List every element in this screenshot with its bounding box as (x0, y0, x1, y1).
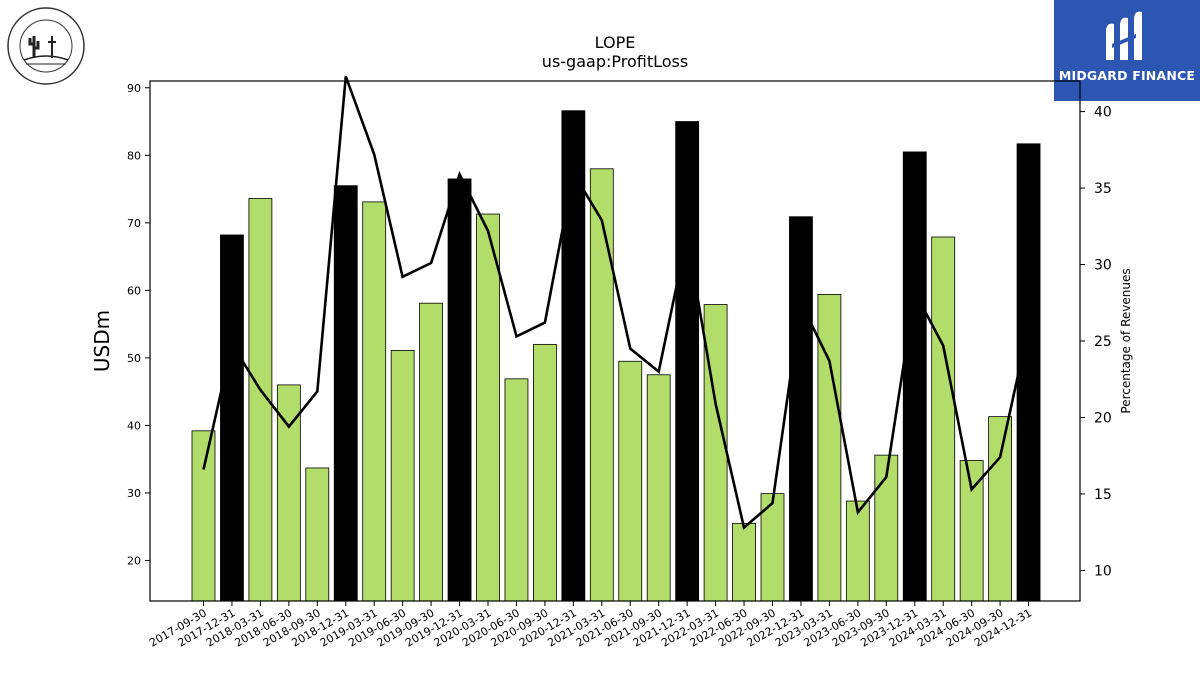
y-tick-label: 40 (127, 419, 141, 432)
quarter-bar (618, 360, 643, 602)
quarter-bar (305, 467, 330, 602)
y-tick-label: 90 (127, 82, 141, 95)
quarter-bar (362, 201, 387, 602)
y-right-tick-label: 40 (1094, 105, 1112, 121)
y-tick-label: 60 (127, 284, 141, 297)
annual-bar (333, 185, 358, 602)
y-right-tick-label: 35 (1094, 181, 1112, 197)
y-axis-label: USDm (90, 310, 114, 372)
quarter-bar (390, 350, 415, 602)
annual-bar (902, 151, 927, 602)
quarter-bar (589, 168, 614, 602)
chart-subtitle: us-gaap:ProfitLoss (542, 52, 688, 71)
university-seal-logo (6, 6, 86, 86)
y-right-tick-label: 25 (1094, 334, 1112, 350)
percentage-line (202, 75, 1030, 530)
quarter-bar (504, 378, 529, 602)
quarter-bar (732, 522, 756, 602)
y-right-tick-label: 10 (1094, 563, 1112, 579)
annual-bar (220, 234, 244, 602)
y-axis-right-label: Percentage of Revenues (1119, 268, 1133, 413)
y-right-tick-label: 15 (1094, 487, 1112, 503)
quarter-bar (476, 213, 500, 602)
quarter-bar (988, 416, 1012, 602)
y-right-tick-label: 30 (1094, 258, 1112, 274)
y-tick-label: 50 (127, 352, 141, 365)
y-tick-label: 30 (127, 487, 141, 500)
quarter-bar (419, 302, 444, 602)
quarter-bar (533, 343, 557, 602)
annual-bar (1016, 143, 1041, 602)
quarter-bar (646, 374, 671, 602)
quarter-bar (931, 236, 956, 602)
brand-name: MIDGARD FINANCE (1058, 68, 1196, 83)
annual-bar (789, 216, 813, 602)
y-tick-label: 20 (127, 554, 141, 567)
quarter-bar (845, 500, 870, 602)
midgard-finance-logo: MIDGARD FINANCE (1054, 0, 1200, 101)
y-tick-label: 70 (127, 217, 141, 230)
y-right-tick-label: 20 (1094, 410, 1112, 426)
annual-bar (447, 178, 472, 602)
y-tick-label: 80 (127, 149, 141, 162)
chart-title: LOPE (595, 33, 636, 52)
quarter-bar (191, 430, 216, 602)
annual-bar (675, 121, 700, 602)
quarter-bar (817, 294, 842, 602)
